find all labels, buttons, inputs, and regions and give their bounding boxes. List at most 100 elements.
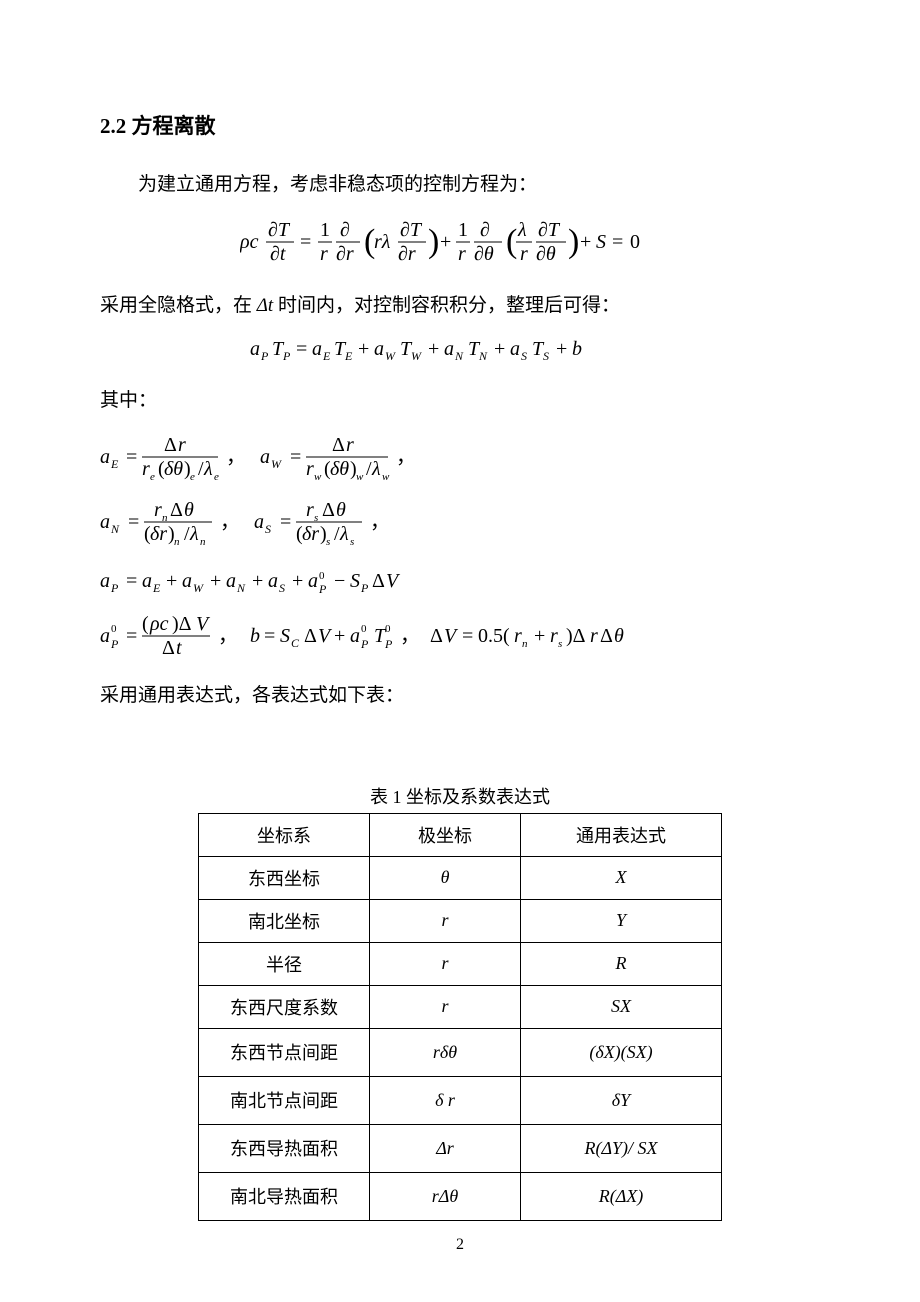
svg-text:s: s	[350, 536, 354, 548]
svg-text:a: a	[142, 570, 152, 592]
row-label: 半径	[199, 942, 370, 985]
svg-text:e: e	[214, 471, 219, 483]
row-gen: Y	[521, 899, 722, 942]
svg-text:δθ: δθ	[330, 458, 349, 480]
svg-text:): )	[568, 223, 579, 260]
table-row: 东西坐标 θ X	[199, 856, 722, 899]
svg-text:a: a	[350, 625, 360, 647]
svg-text:n: n	[200, 536, 206, 548]
svg-text:0: 0	[361, 623, 367, 635]
svg-text:(: (	[506, 223, 517, 260]
table-row: 南北导热面积 rΔθ R(ΔX)	[199, 1172, 722, 1220]
svg-text:r: r	[346, 434, 354, 456]
svg-text:0: 0	[319, 570, 325, 582]
svg-text:+: +	[580, 231, 591, 253]
svg-text:r: r	[320, 243, 328, 265]
row-polar: Δr	[370, 1124, 521, 1172]
table-header-row: 坐标系 极坐标 通用表达式	[199, 813, 722, 856]
svg-text:=: =	[126, 625, 137, 647]
svg-text:=: =	[280, 511, 291, 533]
row-label: 南北节点间距	[199, 1076, 370, 1124]
svg-text:P: P	[384, 637, 393, 651]
svg-text:=: =	[612, 231, 623, 253]
svg-text:a: a	[510, 338, 520, 360]
svg-text:a: a	[226, 570, 236, 592]
svg-text:δr: δr	[302, 523, 319, 545]
svg-text:0.5(: 0.5(	[478, 625, 510, 647]
svg-text:N: N	[454, 349, 464, 363]
svg-text:S: S	[596, 231, 606, 253]
equation-ae-aw: aE = Δr re (δθ)e /λe ， aW = Δr rw (δθ)w …	[100, 431, 820, 488]
svg-text:S: S	[279, 581, 285, 595]
row-polar: rδθ	[370, 1028, 521, 1076]
row-polar: r	[370, 899, 521, 942]
svg-text:b: b	[250, 625, 260, 647]
equation-discrete: aP TP = aE TE + aW TW + aN TN + aS TS + …	[100, 335, 820, 370]
svg-text:r: r	[154, 499, 162, 521]
para-general: 采用通用表达式，各表达式如下表：	[100, 679, 820, 713]
svg-text:δθ: δθ	[164, 458, 183, 480]
svg-text:W: W	[411, 349, 422, 363]
row-polar: r	[370, 942, 521, 985]
svg-text:+: +	[358, 338, 369, 360]
table-row: 半径 r R	[199, 942, 722, 985]
row-gen: SX	[521, 985, 722, 1028]
svg-text:r: r	[142, 458, 150, 480]
svg-text:r: r	[550, 625, 558, 647]
svg-text:a: a	[100, 570, 110, 592]
svg-text:=: =	[126, 446, 137, 468]
row-polar: rΔθ	[370, 1172, 521, 1220]
section-heading: 2.2 方程离散	[100, 110, 820, 140]
para2-b: 时间内，对控制容积积分，整理后可得：	[278, 295, 620, 316]
svg-text:r: r	[306, 499, 314, 521]
svg-text:，: ，	[226, 446, 246, 468]
svg-text:r: r	[520, 243, 528, 265]
row-label: 东西导热面积	[199, 1124, 370, 1172]
row-label: 东西尺度系数	[199, 985, 370, 1028]
row-label: 东西节点间距	[199, 1028, 370, 1076]
svg-text:a: a	[268, 570, 278, 592]
svg-text:w: w	[382, 471, 390, 483]
svg-text:∂r: ∂r	[398, 243, 416, 265]
svg-text:Δ: Δ	[430, 625, 443, 647]
svg-text:λ: λ	[371, 458, 381, 480]
svg-text:N: N	[110, 522, 120, 536]
svg-text:=: =	[462, 625, 473, 647]
svg-text:a: a	[250, 338, 260, 360]
para-intro: 为建立通用方程，考虑非稳态项的控制方程为：	[100, 168, 820, 202]
row-label: 东西坐标	[199, 856, 370, 899]
svg-text:∂θ: ∂θ	[536, 243, 556, 265]
row-gen: R(ΔY)/ SX	[521, 1124, 722, 1172]
svg-text:Δ: Δ	[304, 625, 317, 647]
table-row: 南北节点间距 δ r δY	[199, 1076, 722, 1124]
row-polar: δ r	[370, 1076, 521, 1124]
svg-text:S: S	[265, 522, 271, 536]
svg-text:a: a	[374, 338, 384, 360]
svg-text:n: n	[174, 536, 180, 548]
svg-text:)Δ: )Δ	[172, 613, 192, 635]
svg-text:S: S	[350, 570, 360, 592]
svg-text:+: +	[534, 625, 545, 647]
svg-text:∂T: ∂T	[400, 219, 423, 241]
svg-text:(: (	[142, 613, 149, 635]
svg-text:r: r	[178, 434, 186, 456]
svg-text:∂T: ∂T	[538, 219, 561, 241]
svg-text:1: 1	[320, 219, 330, 241]
svg-text:s: s	[558, 638, 562, 650]
svg-text:V: V	[196, 613, 211, 635]
row-polar: r	[370, 985, 521, 1028]
svg-text:+: +	[292, 570, 303, 592]
svg-text:=: =	[300, 231, 311, 253]
section-title: 方程离散	[132, 114, 216, 138]
svg-text:): )	[428, 223, 439, 260]
svg-text:V: V	[444, 625, 459, 647]
svg-text:+: +	[440, 231, 451, 253]
svg-text:a: a	[100, 511, 110, 533]
svg-text:r: r	[306, 458, 314, 480]
svg-text:r: r	[514, 625, 522, 647]
row-gen: X	[521, 856, 722, 899]
row-gen: (δX)(SX)	[521, 1028, 722, 1076]
row-gen: δY	[521, 1076, 722, 1124]
svg-text:+: +	[166, 570, 177, 592]
th-polar: 极坐标	[370, 813, 521, 856]
